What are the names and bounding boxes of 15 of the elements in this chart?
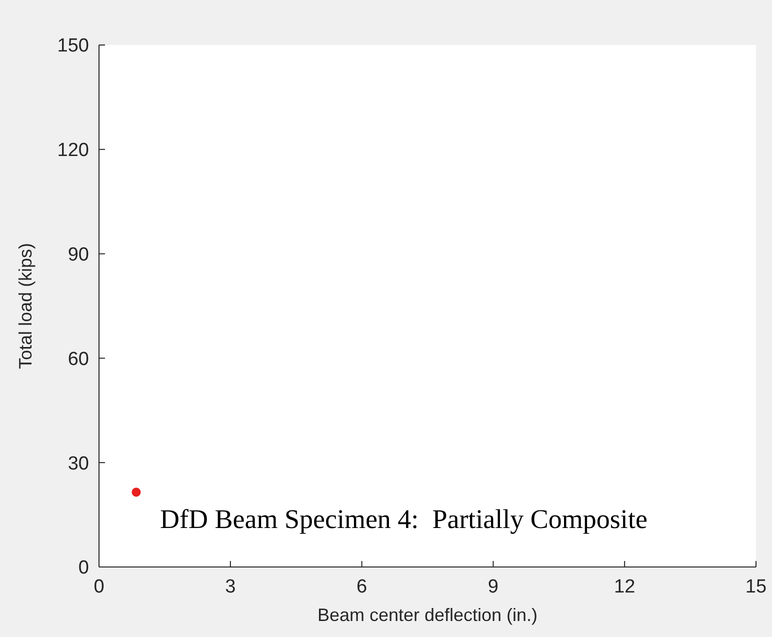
y-tick-label: 60: [68, 348, 89, 370]
x-axis-title: Beam center deflection (in.): [317, 605, 538, 625]
y-tick-label: 120: [57, 140, 89, 162]
x-tick-label: 15: [745, 576, 767, 598]
x-tick-label: 9: [488, 576, 498, 598]
y-tick-label: 30: [68, 453, 89, 474]
x-tick-label: 12: [614, 576, 636, 598]
y-tick-label: 0: [78, 558, 89, 579]
y-tick-label: 90: [68, 244, 89, 266]
x-tick-label: 6: [356, 576, 368, 598]
annotation: DfD Beam Specimen 4: Partially Composite: [160, 504, 648, 535]
y-axis-title: Total load (kips): [15, 242, 36, 370]
x-tick-label: 0: [94, 576, 104, 598]
y-tick-label: 150: [57, 36, 89, 57]
x-tick-label: 3: [225, 576, 236, 598]
